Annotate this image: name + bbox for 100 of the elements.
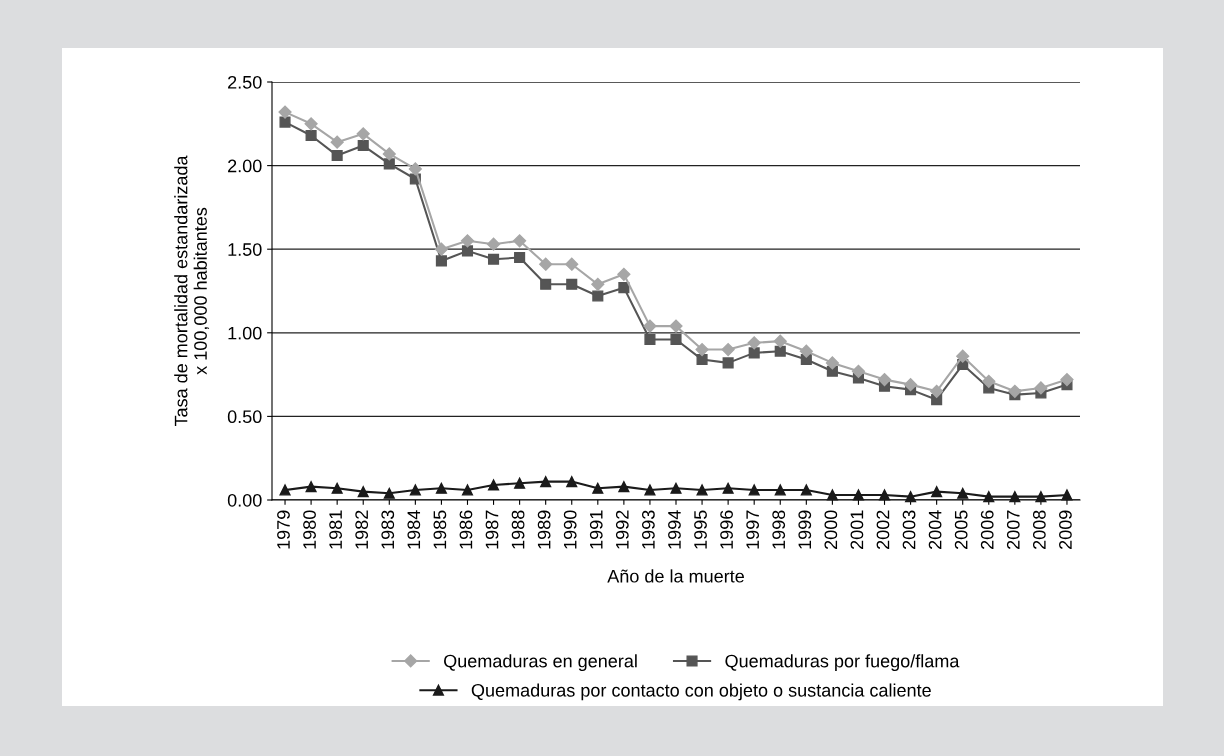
point <box>486 237 501 251</box>
point <box>696 353 708 366</box>
x-tick-label: 1986 <box>459 510 473 549</box>
point <box>487 253 500 265</box>
point <box>931 486 943 498</box>
point <box>618 481 630 493</box>
legend-label: Quemaduras en general <box>444 654 637 672</box>
point <box>670 482 682 494</box>
x-tick-label: 2001 <box>850 510 864 549</box>
point <box>747 336 761 350</box>
point <box>1035 491 1047 503</box>
point <box>852 489 865 501</box>
legend-label: Quemaduras por fuego/flama <box>725 654 960 672</box>
point <box>1009 491 1021 503</box>
point <box>617 267 631 281</box>
point <box>825 356 839 370</box>
point <box>566 476 578 488</box>
x-tick-label: 2003 <box>902 510 916 549</box>
x-tick-label: 1992 <box>615 510 629 549</box>
x-tick-label: 1997 <box>746 510 760 549</box>
point <box>851 364 866 378</box>
point <box>591 277 605 291</box>
legend-label: Quemaduras por contacto con objeto o sustancia caliente <box>471 683 931 701</box>
x-tick-label: 1984 <box>407 510 421 549</box>
point <box>957 487 969 499</box>
point <box>618 282 630 294</box>
x-tick-label: 1982 <box>355 510 369 549</box>
point <box>279 116 291 128</box>
point <box>357 139 369 152</box>
point <box>514 477 526 489</box>
x-tick-label: 1989 <box>537 510 551 549</box>
y-tick-label: 2.00 <box>228 159 262 173</box>
x-tick-label: 1996 <box>720 510 733 549</box>
x-tick-label: 1981 <box>329 510 343 549</box>
point <box>435 255 447 267</box>
x-tick-label: 1998 <box>772 510 786 549</box>
point <box>540 476 552 488</box>
point <box>1034 381 1048 395</box>
y-tick-label: 1.00 <box>228 326 262 340</box>
point <box>331 482 343 494</box>
point <box>565 257 579 271</box>
point <box>748 484 760 496</box>
point <box>278 105 292 119</box>
x-tick-label: 2009 <box>1059 510 1072 549</box>
point <box>304 117 318 131</box>
x-tick-label: 2008 <box>1032 510 1046 549</box>
x-tick-label: 1983 <box>381 510 395 549</box>
point <box>877 373 892 387</box>
point <box>408 162 422 176</box>
x-tick-label: 2004 <box>928 510 942 549</box>
point <box>982 374 996 388</box>
point <box>774 484 786 496</box>
point <box>540 278 552 290</box>
x-tick-label: 1991 <box>589 510 603 549</box>
point <box>305 129 317 142</box>
point <box>357 486 369 498</box>
point <box>409 484 421 496</box>
point <box>330 135 344 149</box>
point <box>356 127 370 141</box>
point <box>461 245 474 257</box>
point <box>382 147 396 161</box>
point <box>383 158 395 170</box>
point <box>644 484 656 496</box>
point <box>799 344 813 358</box>
x-tick-label: 2005 <box>954 510 968 549</box>
x-tick-label: 1993 <box>642 510 655 549</box>
point <box>434 242 449 256</box>
point <box>1060 373 1074 387</box>
x-axis-title: Año de la muerte <box>607 569 744 583</box>
x-tick-label: 2007 <box>1006 510 1020 549</box>
point <box>800 484 812 496</box>
x-tick-label: 1980 <box>303 510 316 549</box>
x-tick-label: 2006 <box>980 510 994 549</box>
x-tick-label: 1994 <box>668 510 681 549</box>
point <box>460 234 475 248</box>
point <box>566 278 578 290</box>
y-tick-label: 1.50 <box>228 243 262 256</box>
x-tick-label: 2002 <box>876 510 890 549</box>
point <box>773 334 787 348</box>
point <box>905 491 917 503</box>
point <box>514 252 526 264</box>
point <box>331 150 343 162</box>
point <box>592 482 604 494</box>
point <box>592 290 604 302</box>
point <box>644 333 656 346</box>
point <box>539 257 553 271</box>
x-tick-label: 1990 <box>563 510 577 549</box>
x-tick-label: 1979 <box>277 510 290 549</box>
y-tick-label: 0.00 <box>227 493 262 507</box>
x-tick-label: 1995 <box>694 510 707 549</box>
point <box>878 489 891 501</box>
point <box>903 378 918 392</box>
y-axis-title: Tasa de mortalidad estandarizada x 100,000 habitantes <box>174 155 210 427</box>
x-tick-label: 1999 <box>798 510 812 549</box>
point <box>1061 489 1073 501</box>
point <box>722 357 734 369</box>
point <box>826 489 838 501</box>
point <box>696 484 708 496</box>
point <box>748 347 760 359</box>
point <box>695 342 709 357</box>
